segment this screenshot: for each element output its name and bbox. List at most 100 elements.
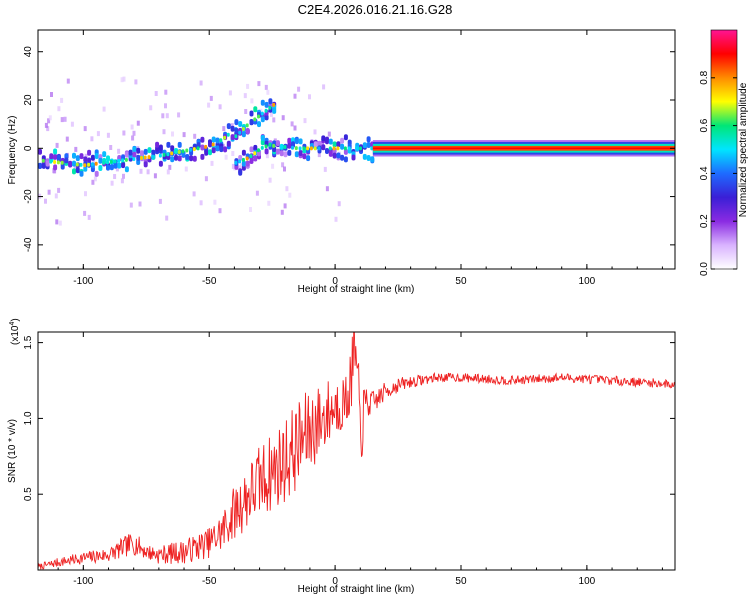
bottom-x-tick-label: 0 [332, 576, 338, 587]
spectral-core [253, 151, 257, 156]
spectral-blob [87, 149, 92, 156]
speckle [317, 152, 321, 158]
speckle [337, 201, 341, 207]
spectral-blob [208, 141, 212, 148]
spectral-blob [49, 153, 54, 160]
speckle [323, 166, 327, 172]
speckle [199, 80, 203, 86]
spectral-blob [226, 123, 231, 130]
spectral-blob [264, 148, 269, 155]
top-x-tick-label: -50 [202, 276, 217, 287]
speckle [249, 207, 252, 212]
spectral-blob [366, 136, 371, 143]
speckle [237, 165, 241, 171]
spectral-core [143, 155, 147, 160]
spectral-blob [249, 146, 254, 153]
spectral-core [147, 155, 151, 160]
speckle [268, 177, 272, 183]
spectral-blob [313, 141, 318, 148]
spectral-core [170, 151, 174, 156]
spectral-core [264, 108, 268, 113]
spectral-blob [174, 148, 178, 154]
spectral-core [272, 102, 276, 107]
speckle [280, 209, 284, 215]
spectral-blob [241, 149, 246, 156]
spectral-blob [245, 160, 250, 167]
colorbar-tick-label: 0.8 [699, 70, 710, 84]
speckle [57, 106, 61, 112]
spectral-blob [124, 151, 129, 158]
figure-title: C2E4.2026.016.21.16.G28 [298, 2, 453, 17]
speckle [297, 86, 301, 92]
top-y-tick-label: 0 [23, 145, 34, 151]
spectral-core [241, 157, 245, 162]
spectral-core [87, 162, 91, 167]
spectral-core [306, 146, 310, 151]
spectral-blob [317, 140, 322, 147]
spectral-core [117, 158, 121, 163]
spectral-blob [147, 147, 152, 154]
spectral-blob [204, 149, 209, 156]
spectral-core [192, 147, 196, 152]
bottom-x-axis-label: Height of straight line (km) [298, 584, 415, 595]
speckle [66, 78, 70, 84]
spectral-core [226, 132, 230, 137]
snr-frame [37, 331, 676, 571]
spectral-blob [106, 164, 110, 171]
spectral-blob [200, 144, 205, 151]
speckle [48, 115, 52, 121]
speckle [209, 95, 213, 101]
spectral-blob [170, 156, 175, 163]
speckle [44, 198, 47, 204]
spectral-blob [117, 162, 122, 169]
spectral-core [268, 105, 272, 110]
spectral-blob [340, 143, 345, 150]
spectral-blob [98, 157, 103, 164]
spectral-core [79, 162, 83, 167]
speckle [308, 94, 311, 100]
spectral-core [291, 145, 294, 150]
spectral-core [162, 152, 166, 157]
speckle [177, 112, 181, 118]
speckle [272, 117, 276, 123]
speckle [171, 131, 174, 137]
spectral-core [121, 158, 125, 163]
speckle [113, 174, 117, 179]
speckle [131, 135, 135, 141]
speckle [130, 124, 134, 130]
speckle [65, 136, 69, 142]
speckle [149, 105, 153, 111]
speckle [74, 146, 78, 152]
spectral-core [94, 161, 98, 166]
spectral-blob [279, 150, 284, 157]
spectral-blob [64, 157, 69, 164]
speckle [207, 102, 211, 108]
speckle [96, 131, 100, 137]
spectral-blob [87, 157, 92, 164]
spectral-blob [75, 155, 80, 162]
spectral-core [238, 159, 242, 164]
speckle [321, 141, 324, 146]
spectral-blob [200, 153, 205, 160]
speckle [168, 164, 172, 170]
spectral-blob [241, 160, 246, 167]
speckle [84, 191, 87, 197]
bottom-y-tick-label: 1.0 [23, 411, 34, 425]
spectral-core [302, 146, 306, 151]
spectral-blob [343, 148, 348, 155]
speckle [70, 121, 74, 127]
spectral-core [234, 134, 238, 139]
spectral-core [260, 145, 264, 150]
spectral-blob [362, 153, 367, 160]
speckle [132, 130, 136, 136]
spectral-blob [177, 141, 182, 148]
spectral-blob [260, 99, 265, 106]
spectral-blob [56, 154, 61, 161]
spectral-blob [215, 145, 220, 152]
spectral-blob [79, 153, 84, 160]
speckle [106, 132, 110, 138]
spectral-blob [136, 147, 141, 154]
spectral-core [196, 146, 200, 151]
speckle [52, 168, 56, 174]
